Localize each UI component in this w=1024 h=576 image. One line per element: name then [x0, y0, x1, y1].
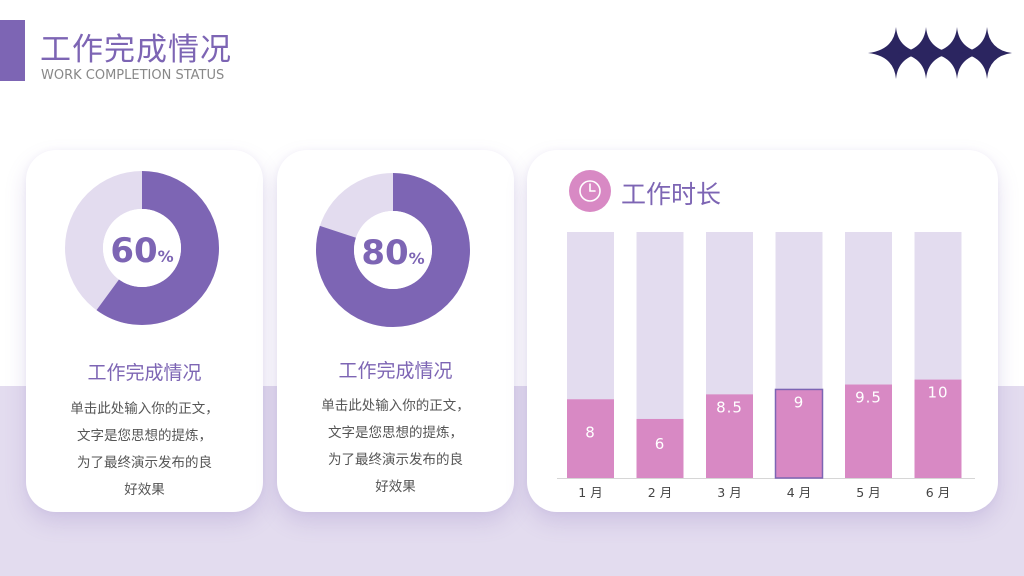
percent-sign: % [158, 247, 174, 266]
bar [567, 399, 614, 478]
bar [706, 394, 753, 478]
body-line: 单击此处输入你的正文， [321, 398, 470, 414]
percent-value: 80 [361, 233, 408, 273]
completion-donut-chart: 60% [65, 171, 219, 325]
x-tick-label: 4 月 [787, 485, 811, 500]
bar-value-label: 8.5 [716, 398, 743, 416]
sparkle-icon [898, 27, 954, 79]
bar-value-label: 9.5 [855, 389, 882, 407]
x-tick-label: 2 月 [648, 485, 672, 500]
bar [845, 384, 892, 478]
donut-percent-label: 80% [361, 233, 424, 273]
completion-card-2: 80% 工作完成情况 单击此处输入你的正文， 文字是您思想的提炼， 为了最终演示… [277, 150, 514, 512]
body-line: 单击此处输入你的正文， [70, 401, 219, 417]
bar-value-label: 10 [927, 384, 948, 402]
x-tick-label: 1 月 [578, 485, 602, 500]
clock-icon [569, 170, 611, 212]
body-line: 为了最终演示发布的良 [328, 452, 463, 468]
donut-percent-label: 60% [110, 231, 173, 271]
donut-progress-arc [316, 173, 470, 327]
x-tick-label: 3 月 [717, 485, 741, 500]
sparkle-icon [959, 27, 1012, 79]
sparkle-icon [929, 27, 985, 79]
bar [774, 388, 824, 479]
bar-value-label: 6 [655, 435, 666, 453]
x-tick-label: 5 月 [856, 485, 880, 500]
donut-progress-arc [65, 171, 219, 325]
body-line: 文字是您思想的提炼， [77, 428, 212, 444]
page-title: 工作完成情况 [40, 32, 232, 68]
bar [636, 418, 684, 478]
body-line: 为了最终演示发布的良 [77, 455, 212, 471]
work-hours-bar-chart: 8 1 月 6 2 月 8.5 3 月 9 4 月 9.5 5 月 10 6 月 [557, 232, 975, 500]
percent-sign: % [409, 249, 425, 268]
page-subtitle: WORK COMPLETION STATUS [41, 68, 225, 83]
work-hours-card: 8 1 月 6 2 月 8.5 3 月 9 4 月 9.5 5 月 10 6 月 工作时长 [527, 150, 998, 512]
x-tick-label: 6 月 [926, 485, 950, 500]
body-line: 文字是您思想的提炼， [328, 425, 463, 441]
donut-center [103, 209, 181, 287]
body-line: 好效果 [375, 479, 416, 495]
title-accent-bar [0, 20, 25, 81]
body-line: 好效果 [124, 482, 165, 498]
completion-card-1: 60% 工作完成情况 单击此处输入你的正文， 文字是您思想的提炼， 为了最终演示… [26, 150, 263, 512]
percent-value: 60 [110, 231, 157, 271]
chart-title: 工作时长 [621, 180, 722, 209]
sparkle-stars-icon [868, 27, 1012, 79]
card-body-text: 单击此处输入你的正文， 文字是您思想的提炼， 为了最终演示发布的良 好效果 [277, 393, 514, 501]
card-heading: 工作完成情况 [87, 362, 202, 384]
card-body-text: 单击此处输入你的正文， 文字是您思想的提炼， 为了最终演示发布的良 好效果 [26, 396, 263, 504]
donut-center [354, 211, 432, 289]
bar-value-label: 8 [585, 423, 596, 441]
bar [914, 379, 962, 478]
completion-donut-chart: 80% [316, 173, 470, 327]
sparkle-icon [868, 27, 924, 79]
card-heading: 工作完成情况 [338, 360, 453, 382]
bar-value-label: 9 [794, 393, 805, 411]
